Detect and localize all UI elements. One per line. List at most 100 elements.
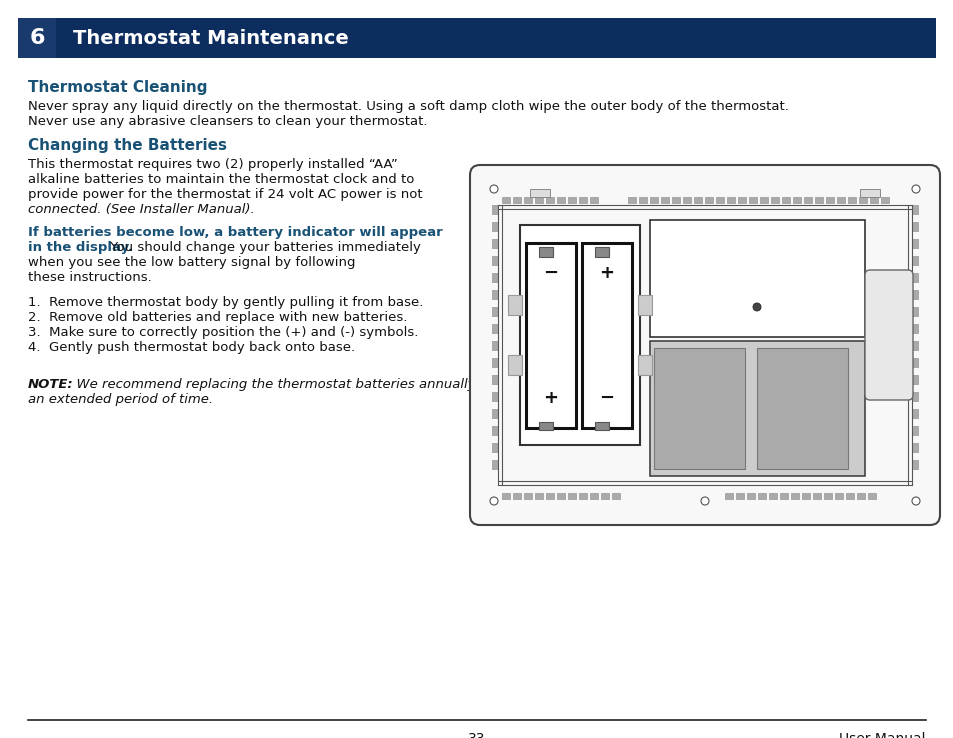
Bar — [911, 222, 917, 231]
Bar — [911, 341, 917, 350]
Bar — [567, 493, 576, 499]
Bar — [638, 355, 651, 375]
Text: +: + — [543, 389, 558, 407]
Bar — [18, 18, 935, 58]
Text: an extended period of time.: an extended period of time. — [28, 393, 213, 406]
Bar — [578, 197, 586, 203]
Bar — [735, 493, 743, 499]
Bar — [660, 197, 668, 203]
Text: 33: 33 — [468, 732, 485, 738]
Bar — [492, 205, 497, 214]
Bar — [911, 290, 917, 299]
Text: You should change your batteries immediately: You should change your batteries immedia… — [106, 241, 420, 254]
Bar — [880, 197, 888, 203]
Bar — [18, 18, 56, 58]
Bar — [492, 273, 497, 282]
Text: −: − — [598, 389, 614, 407]
Bar — [545, 493, 554, 499]
Bar — [812, 493, 821, 499]
FancyBboxPatch shape — [864, 270, 912, 400]
Bar — [911, 273, 917, 282]
Bar — [911, 239, 917, 248]
Circle shape — [490, 185, 497, 193]
Text: 2.  Remove old batteries and replace with new batteries.: 2. Remove old batteries and replace with… — [28, 311, 407, 324]
Bar — [716, 197, 723, 203]
Bar — [557, 197, 564, 203]
Text: 4.  Gently push thermostat body back onto base.: 4. Gently push thermostat body back onto… — [28, 341, 355, 354]
Text: User Manual: User Manual — [839, 732, 925, 738]
Bar — [578, 493, 586, 499]
Bar — [538, 247, 553, 257]
Bar — [704, 197, 712, 203]
Bar — [845, 493, 853, 499]
Bar — [492, 341, 497, 350]
Text: alkaline batteries to maintain the thermostat clock and to: alkaline batteries to maintain the therm… — [28, 173, 414, 186]
Bar — [911, 443, 917, 452]
Bar — [492, 460, 497, 469]
Bar — [801, 493, 809, 499]
Text: We recommend replacing the thermostat batteries annually or if the thermostat wi: We recommend replacing the thermostat ba… — [68, 378, 760, 391]
Bar — [530, 189, 550, 197]
Bar — [492, 443, 497, 452]
Bar — [757, 348, 847, 469]
Text: NOTE:: NOTE: — [28, 378, 73, 391]
Bar — [867, 493, 875, 499]
Bar — [639, 197, 646, 203]
Bar — [911, 324, 917, 333]
Bar — [492, 375, 497, 384]
Text: Thermostat Cleaning: Thermostat Cleaning — [28, 80, 208, 95]
Bar — [671, 197, 679, 203]
Bar — [523, 493, 532, 499]
Bar — [823, 493, 831, 499]
Bar — [492, 222, 497, 231]
Bar — [814, 197, 822, 203]
Bar — [803, 197, 811, 203]
Circle shape — [700, 497, 708, 505]
Circle shape — [490, 497, 497, 505]
Text: Thermostat Maintenance: Thermostat Maintenance — [73, 29, 349, 47]
Bar — [911, 426, 917, 435]
Bar — [825, 197, 833, 203]
Bar — [911, 205, 917, 214]
Bar — [523, 197, 532, 203]
Bar — [513, 493, 520, 499]
Bar — [492, 307, 497, 316]
FancyBboxPatch shape — [470, 165, 939, 525]
Bar — [911, 256, 917, 265]
Bar — [911, 358, 917, 367]
Text: connected. (See Installer Manual).: connected. (See Installer Manual). — [28, 203, 254, 216]
Bar — [760, 197, 767, 203]
Bar — [911, 460, 917, 469]
Bar — [492, 426, 497, 435]
Bar — [682, 197, 690, 203]
Text: these instructions.: these instructions. — [28, 271, 152, 284]
Bar — [758, 493, 765, 499]
Bar — [638, 295, 651, 315]
Bar — [869, 197, 877, 203]
Bar — [557, 493, 564, 499]
Bar — [859, 189, 879, 197]
Bar — [507, 355, 521, 375]
Bar — [911, 375, 917, 384]
Circle shape — [911, 497, 919, 505]
Text: provide power for the thermostat if 24 volt AC power is not: provide power for the thermostat if 24 v… — [28, 188, 422, 201]
Bar — [600, 493, 608, 499]
Bar — [649, 341, 864, 476]
Bar — [535, 197, 542, 203]
Bar — [627, 197, 636, 203]
Bar — [649, 220, 864, 337]
Text: when you see the low battery signal by following: when you see the low battery signal by f… — [28, 256, 355, 269]
Bar — [525, 243, 576, 428]
Bar — [535, 493, 542, 499]
Bar — [492, 358, 497, 367]
Bar — [567, 197, 576, 203]
Text: 1.  Remove thermostat body by gently pulling it from base.: 1. Remove thermostat body by gently pull… — [28, 296, 423, 309]
Bar — [911, 392, 917, 401]
Bar — [581, 243, 631, 428]
Bar — [746, 493, 754, 499]
Bar — [790, 493, 799, 499]
Bar — [768, 493, 776, 499]
Circle shape — [752, 303, 760, 311]
Bar — [589, 197, 598, 203]
Bar — [589, 493, 598, 499]
